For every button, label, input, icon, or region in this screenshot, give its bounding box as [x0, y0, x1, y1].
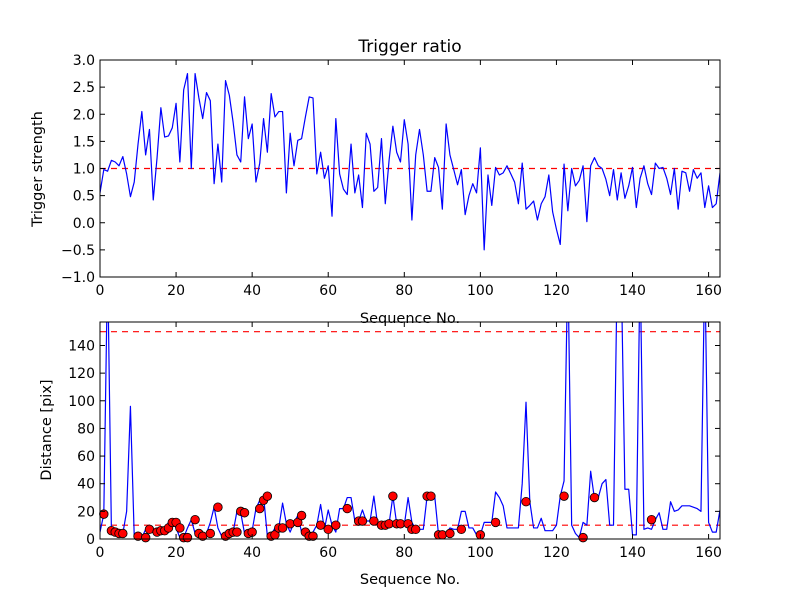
trigger-series-line	[100, 72, 720, 251]
distance-y-tick-label: 100	[68, 394, 95, 410]
chart-title: Trigger ratio	[357, 37, 461, 57]
trigger-ratio-plot: Trigger ratio 0 20 40 60 80 100 120 140 160 −1.0 −…	[30, 37, 722, 327]
distance-y-tick-label: 80	[77, 421, 95, 437]
distance-x-tick-label: 160	[695, 545, 722, 561]
trigger-y-tick-label: 3.0	[73, 53, 95, 69]
distance-axis-ticks: 0 20 40 60 80 100 120 140 160 0 20 40 60 80 100 120 140	[68, 322, 722, 561]
distance-marker	[646, 514, 657, 525]
trigger-y-tick-label: 0.5	[73, 189, 95, 205]
distance-marker	[239, 508, 250, 518]
distance-marker	[357, 516, 368, 526]
distance-marker	[456, 524, 467, 535]
distance-x-tick-label: 80	[395, 545, 413, 561]
trigger-y-tick-label: −0.5	[61, 243, 95, 259]
trigger-y-tick-label: 1.0	[73, 162, 95, 178]
trigger-y-axis-label: Trigger strength	[30, 111, 46, 228]
distance-x-tick-label: 40	[243, 545, 261, 561]
distance-y-tick-label: 140	[68, 338, 95, 354]
distance-marker	[589, 492, 600, 503]
distance-x-tick-label: 140	[619, 545, 646, 561]
distance-marker	[285, 519, 295, 529]
distance-marker	[388, 491, 398, 501]
distance-marker	[308, 531, 318, 541]
distance-marker	[255, 503, 265, 514]
trigger-axis-ticks: 0 20 40 60 80 100 120 140 160 −1.0 −0.5 0.0 0.5 1.0 1.…	[61, 53, 722, 299]
distance-marker	[411, 524, 421, 535]
distance-marker	[205, 528, 216, 539]
distance-y-tick-label: 20	[77, 504, 95, 520]
distance-x-tick-label: 120	[543, 545, 570, 561]
distance-marker	[296, 510, 307, 521]
distance-marker	[315, 520, 326, 530]
distance-y-tick-label: 0	[86, 532, 95, 548]
distance-marker	[342, 503, 352, 514]
distance-y-tick-label: 120	[68, 366, 95, 382]
distance-marker	[369, 516, 379, 526]
trigger-axes-frame	[99, 59, 721, 278]
distance-y-tick-label: 40	[77, 477, 95, 493]
trigger-plot-area	[100, 72, 720, 251]
trigger-x-tick-label: 80	[395, 283, 413, 299]
trigger-x-tick-label: 120	[543, 283, 570, 299]
distance-marker	[559, 491, 569, 501]
distance-marker	[578, 532, 588, 543]
distance-marker	[437, 530, 448, 540]
trigger-x-tick-label: 40	[243, 283, 261, 299]
distance-marker	[175, 523, 185, 533]
trigger-x-tick-label: 100	[467, 283, 494, 299]
trigger-x-tick-label: 20	[167, 283, 185, 299]
trigger-y-tick-label: 2.5	[73, 80, 95, 96]
distance-marker	[213, 502, 223, 512]
distance-marker	[426, 491, 436, 501]
distance-marker	[521, 496, 531, 507]
trigger-x-tick-label: 0	[96, 283, 105, 299]
distance-marker	[262, 491, 273, 501]
distance-marker	[232, 527, 242, 537]
distance-x-tick-label: 20	[167, 545, 185, 561]
distance-marker	[182, 532, 193, 543]
distance-marker	[445, 528, 455, 539]
distance-marker	[323, 524, 333, 535]
trigger-y-tick-label: 2.0	[73, 107, 95, 123]
distance-marker	[140, 532, 151, 543]
distance-marker	[277, 523, 288, 533]
distance-marker	[118, 528, 128, 539]
trigger-x-tick-label: 160	[695, 283, 722, 299]
trigger-x-axis-label: Sequence No.	[360, 311, 460, 327]
distance-x-tick-label: 0	[96, 545, 105, 561]
distance-plot-area	[99, 322, 720, 543]
distance-x-tick-label: 60	[319, 545, 337, 561]
distance-marker	[490, 517, 501, 528]
distance-x-tick-label: 100	[467, 545, 494, 561]
distance-marker	[190, 514, 200, 525]
distance-marker	[331, 520, 341, 530]
trigger-y-tick-label: −1.0	[61, 270, 95, 286]
trigger-y-tick-label: 1.5	[73, 134, 95, 150]
distance-y-tick-label: 60	[77, 449, 95, 465]
trigger-y-tick-label: 0.0	[73, 216, 95, 232]
distance-y-axis-label: Distance [pix]	[39, 379, 55, 480]
distance-axes-frame	[99, 321, 721, 540]
distance-plot: 0 20 40 60 80 100 120 140 160020406080100120140 …	[39, 321, 722, 588]
trigger-x-tick-label: 60	[319, 283, 337, 299]
distance-x-axis-label: Sequence No.	[360, 572, 460, 588]
trigger-x-tick-label: 140	[619, 283, 646, 299]
